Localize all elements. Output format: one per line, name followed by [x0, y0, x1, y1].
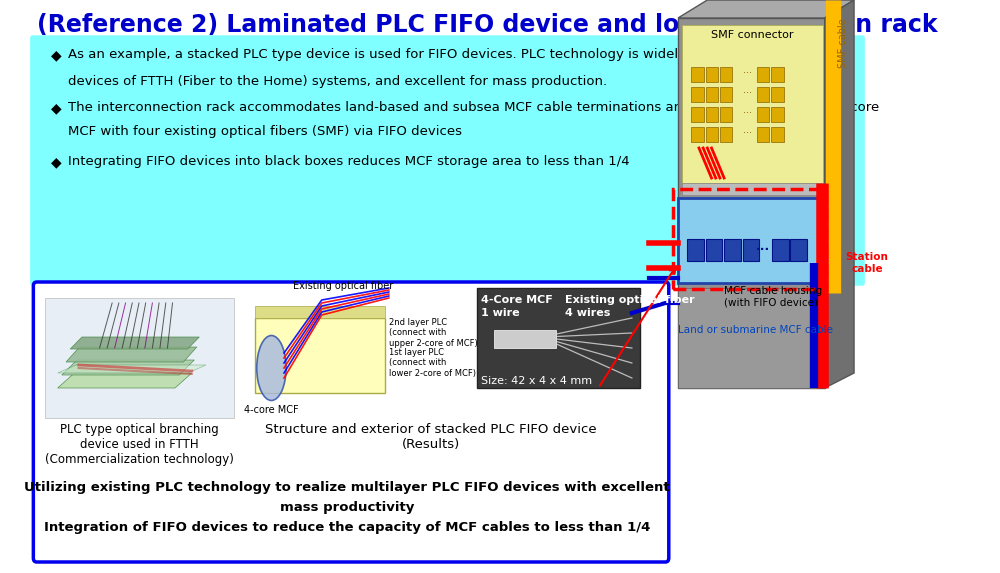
FancyBboxPatch shape [682, 25, 823, 183]
Text: The interconnection rack accommodates land-based and subsea MCF cable terminatio: The interconnection rack accommodates la… [68, 101, 879, 114]
Text: ...: ... [756, 241, 770, 253]
FancyBboxPatch shape [757, 87, 769, 102]
Text: ...: ... [743, 125, 752, 135]
FancyBboxPatch shape [771, 67, 784, 82]
FancyBboxPatch shape [720, 67, 732, 82]
Text: Existing optical fiber: Existing optical fiber [293, 281, 393, 291]
Text: 4 wires: 4 wires [565, 308, 610, 318]
Polygon shape [678, 0, 854, 18]
Text: ◆: ◆ [51, 101, 62, 115]
FancyBboxPatch shape [678, 18, 825, 388]
Text: ...: ... [743, 65, 752, 75]
Text: (Reference 2) Laminated PLC FIFO device and local connection rack: (Reference 2) Laminated PLC FIFO device … [37, 13, 937, 37]
Text: ...: ... [743, 105, 752, 115]
Text: PLC type optical branching
device used in FTTH
(Commercialization technology): PLC type optical branching device used i… [45, 423, 233, 466]
Text: MCF with four existing optical fibers (SMF) via FIFO devices: MCF with four existing optical fibers (S… [68, 125, 462, 138]
Text: SMF connector: SMF connector [711, 30, 794, 40]
FancyBboxPatch shape [771, 107, 784, 122]
FancyBboxPatch shape [255, 306, 385, 318]
FancyBboxPatch shape [757, 67, 769, 82]
FancyBboxPatch shape [706, 87, 718, 102]
Polygon shape [66, 347, 197, 362]
Text: MCF cable housing
(with FIFO device): MCF cable housing (with FIFO device) [724, 286, 822, 308]
Text: ◆: ◆ [51, 155, 62, 169]
FancyBboxPatch shape [724, 239, 741, 261]
FancyBboxPatch shape [720, 87, 732, 102]
FancyBboxPatch shape [691, 87, 704, 102]
Text: ◆: ◆ [51, 48, 62, 62]
Text: mass productivity: mass productivity [280, 501, 414, 515]
FancyBboxPatch shape [706, 67, 718, 82]
Text: Existing optical fiber: Existing optical fiber [565, 295, 694, 305]
Text: Integration of FIFO devices to reduce the capacity of MCF cables to less than 1/: Integration of FIFO devices to reduce th… [44, 521, 650, 535]
FancyBboxPatch shape [743, 239, 759, 261]
FancyBboxPatch shape [757, 107, 769, 122]
Polygon shape [825, 0, 854, 388]
FancyBboxPatch shape [678, 288, 819, 388]
FancyBboxPatch shape [678, 198, 819, 283]
Polygon shape [58, 365, 206, 373]
FancyBboxPatch shape [255, 318, 385, 393]
FancyBboxPatch shape [706, 239, 722, 261]
Text: ...: ... [743, 85, 752, 95]
FancyBboxPatch shape [31, 36, 864, 285]
Text: 4-Core MCF: 4-Core MCF [481, 295, 553, 305]
FancyBboxPatch shape [720, 127, 732, 142]
FancyBboxPatch shape [682, 183, 823, 195]
FancyBboxPatch shape [691, 127, 704, 142]
Text: SMF cable: SMF cable [838, 18, 848, 68]
Polygon shape [70, 337, 199, 349]
FancyBboxPatch shape [691, 67, 704, 82]
Text: Size: 42 x 4 x 4 mm: Size: 42 x 4 x 4 mm [481, 376, 592, 386]
FancyBboxPatch shape [771, 127, 784, 142]
Text: 1 wire: 1 wire [481, 308, 520, 318]
Polygon shape [62, 360, 194, 375]
FancyBboxPatch shape [771, 87, 784, 102]
FancyBboxPatch shape [687, 239, 704, 261]
FancyBboxPatch shape [33, 282, 669, 562]
Text: 2nd layer PLC
(connect with
upper 2-core of MCF): 2nd layer PLC (connect with upper 2-core… [389, 318, 478, 348]
FancyBboxPatch shape [772, 239, 789, 261]
FancyBboxPatch shape [706, 127, 718, 142]
Text: Structure and exterior of stacked PLC FIFO device
(Results): Structure and exterior of stacked PLC FI… [265, 423, 597, 451]
Text: Station
cable: Station cable [846, 252, 889, 274]
FancyBboxPatch shape [706, 107, 718, 122]
FancyBboxPatch shape [477, 288, 640, 388]
Text: 1st layer PLC
(connect with
lower 2-core of MCF): 1st layer PLC (connect with lower 2-core… [389, 348, 476, 378]
Text: 4-core MCF: 4-core MCF [244, 405, 299, 415]
Text: Utilizing existing PLC technology to realize multilayer PLC FIFO devices with ex: Utilizing existing PLC technology to rea… [24, 481, 670, 494]
FancyBboxPatch shape [691, 107, 704, 122]
FancyBboxPatch shape [45, 298, 234, 418]
FancyBboxPatch shape [720, 107, 732, 122]
Text: As an example, a stacked PLC type device is used for FIFO devices. PLC technolog: As an example, a stacked PLC type device… [68, 48, 845, 61]
FancyBboxPatch shape [494, 330, 556, 348]
FancyBboxPatch shape [757, 127, 769, 142]
Text: Integrating FIFO devices into black boxes reduces MCF storage area to less than : Integrating FIFO devices into black boxe… [68, 155, 629, 168]
Ellipse shape [257, 336, 286, 401]
Text: Land or submarine MCF cable: Land or submarine MCF cable [678, 325, 833, 335]
Text: devices of FTTH (Fiber to the Home) systems, and excellent for mass production.: devices of FTTH (Fiber to the Home) syst… [68, 75, 607, 88]
FancyBboxPatch shape [790, 239, 807, 261]
Polygon shape [58, 373, 192, 388]
